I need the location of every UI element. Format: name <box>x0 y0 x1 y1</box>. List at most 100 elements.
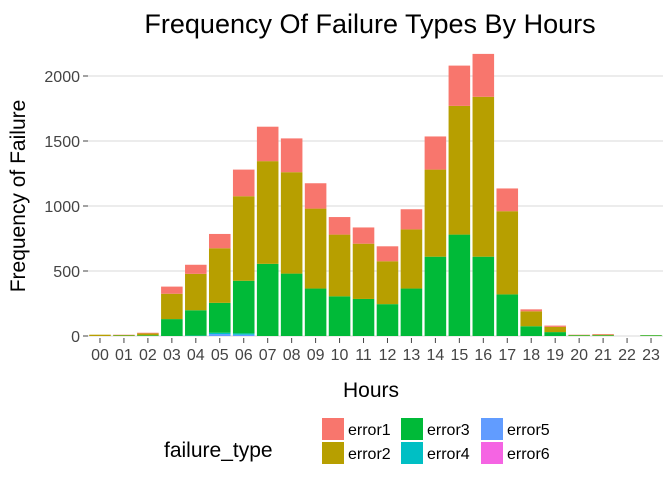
bar-segment-error3 <box>185 310 207 336</box>
x-axis-title: Hours <box>343 379 399 402</box>
bar-segment-error4 <box>208 332 231 335</box>
y-tick-label: 1500 <box>44 134 80 151</box>
bar-segment-error1 <box>185 264 207 274</box>
x-tick-label: 01 <box>115 347 133 364</box>
legend-label-error2: error2 <box>348 446 391 463</box>
bar-segment-error2 <box>424 169 447 257</box>
x-tick-label: 22 <box>618 347 636 364</box>
x-tick-label: 04 <box>187 347 205 364</box>
bar-segment-error2 <box>448 105 471 235</box>
bar-segment-error1 <box>520 309 543 312</box>
bar-segment-error2 <box>592 334 614 336</box>
bar-segment-error1 <box>304 183 327 209</box>
legend-key-error2 <box>322 442 344 464</box>
bar-segment-error2 <box>400 229 423 289</box>
x-tick-label: 03 <box>163 347 181 364</box>
bar-segment-error3 <box>328 296 351 336</box>
bar-segment-error2 <box>161 293 183 320</box>
legend-key-error5 <box>481 418 503 440</box>
bar-segment-error1 <box>472 53 495 97</box>
y-axis-title: Frequency of Failure <box>7 100 30 293</box>
y-tick-label: 2000 <box>44 69 80 86</box>
legend-key-error3 <box>401 418 423 440</box>
bar-segment-error3 <box>544 332 566 336</box>
x-tick-label: 10 <box>331 347 349 364</box>
bar-segment-error1 <box>232 169 255 197</box>
y-tick-label: 1000 <box>44 199 80 216</box>
bar-segment-error2 <box>185 273 207 311</box>
x-tick-label: 19 <box>546 347 564 364</box>
bar-segment-error2 <box>89 334 111 336</box>
bar-segment-error2 <box>232 196 255 281</box>
bar-segment-error2 <box>137 333 159 336</box>
bar-segment-error1 <box>137 332 159 334</box>
bar-segment-error2 <box>280 172 303 274</box>
bar-segment-error3 <box>137 335 159 336</box>
bar-segment-error3 <box>256 263 279 336</box>
legend-key-error1 <box>322 418 344 440</box>
bar-segment-error2 <box>376 261 399 305</box>
bar-segment-error3 <box>592 335 614 336</box>
bar-segment-error3 <box>472 256 495 336</box>
bar-segment-error1 <box>376 246 399 262</box>
bar-segment-error3 <box>280 273 303 336</box>
bar-segment-error3 <box>304 288 327 336</box>
grid-lines <box>88 75 663 337</box>
x-tick-label: 08 <box>283 347 301 364</box>
x-tick-label: 00 <box>91 347 109 364</box>
legend-label-error3: error3 <box>427 422 470 439</box>
bar-segment-error2 <box>520 311 543 327</box>
bar-segment-error2 <box>208 248 231 303</box>
bar-segment-error3 <box>640 335 662 336</box>
y-axis-ticks: 0 500 1000 1500 2000 <box>44 69 88 346</box>
x-tick-label: 11 <box>355 347 372 364</box>
x-tick-label: 13 <box>403 347 421 364</box>
bar-segment-error1 <box>256 126 279 162</box>
bar-segment-error4 <box>232 333 255 335</box>
x-tick-label: 23 <box>642 347 660 364</box>
bar-segment-error1 <box>400 209 423 230</box>
x-tick-label: 07 <box>259 347 277 364</box>
bar-segment-error1 <box>280 138 303 173</box>
bar-segment-error1 <box>328 217 351 235</box>
legend-key-error4 <box>401 442 423 464</box>
legend-label-error6: error6 <box>507 446 550 463</box>
legend-title: failure_type <box>164 439 273 462</box>
x-tick-label: 20 <box>570 347 588 364</box>
legend-label-error1: error1 <box>348 422 391 439</box>
x-tick-label: 14 <box>426 347 444 364</box>
bar-segment-error2 <box>496 211 519 295</box>
bar-segment-error1 <box>424 136 447 170</box>
bar-segment-error1 <box>352 227 375 244</box>
bar-segment-error3 <box>520 326 543 336</box>
legend: failure_type error1 error2 error3 error4 err… <box>164 418 550 464</box>
x-tick-label: 21 <box>594 347 612 364</box>
x-tick-label: 05 <box>211 347 229 364</box>
bar-segment-error2 <box>256 161 279 264</box>
bar-segment-error2 <box>352 243 375 299</box>
x-axis-ticks: 00 01 02 03 04 05 06 07 08 09 10 11 12 13 14 15 16 17 18 19… <box>91 338 660 364</box>
bar-segment-error3 <box>161 319 183 336</box>
bar-segment-error3 <box>496 294 519 336</box>
x-tick-label: 12 <box>379 347 397 364</box>
bar-segment-error1 <box>592 334 614 335</box>
y-tick-label: 500 <box>53 264 80 281</box>
bar-segment-error1 <box>208 233 231 249</box>
bar-segment-error1 <box>544 325 566 327</box>
bar-segment-error2 <box>544 326 566 333</box>
chart-title: Frequency Of Failure Types By Hours <box>144 9 595 39</box>
x-tick-label: 18 <box>522 347 540 364</box>
legend-label-error5: error5 <box>507 422 550 439</box>
bar-segment-error5 <box>208 334 231 336</box>
bar-segment-error2 <box>472 96 495 257</box>
bar-segment-error3 <box>232 280 255 334</box>
bar-segment-error1 <box>448 65 471 106</box>
x-tick-label: 09 <box>307 347 325 364</box>
bar-segment-error2 <box>304 208 327 289</box>
x-tick-label: 15 <box>450 347 468 364</box>
x-tick-label: 02 <box>139 347 157 364</box>
x-tick-label: 16 <box>474 347 492 364</box>
bar-segment-error1 <box>161 286 183 294</box>
bar-segment-error3 <box>424 256 447 336</box>
